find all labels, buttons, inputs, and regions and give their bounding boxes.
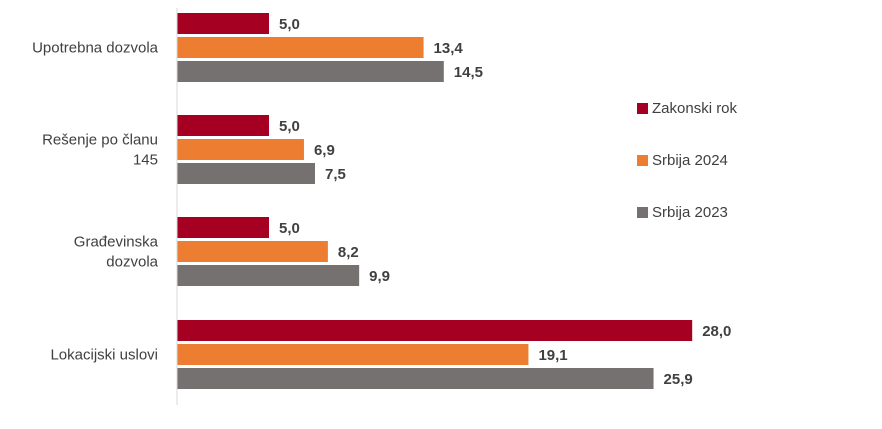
bar [177,368,654,389]
legend-swatch [637,155,648,166]
legend-label: Srbija 2024 [652,152,728,169]
category-label: 145 [133,152,158,169]
data-label: 19,1 [538,347,567,364]
bar [177,265,360,286]
bar [177,217,269,238]
legend-item: Zakonski rok [637,100,737,117]
category-label: Upotrebna dozvola [32,40,159,57]
bar [177,13,269,34]
legend-swatch [637,103,648,114]
bar [177,241,328,262]
bar [177,320,693,341]
data-label: 14,5 [454,64,483,81]
bar [177,139,304,160]
category-label: Lokacijski uslovi [50,347,158,364]
data-label: 6,9 [314,142,335,159]
data-label: 28,0 [702,323,731,340]
data-label: 5,0 [279,16,300,33]
bar [177,115,269,136]
category-label: dozvola [106,254,158,271]
data-label: 5,0 [279,118,300,135]
bar [177,344,529,365]
legend-item: Srbija 2024 [637,152,728,169]
bar [177,61,444,82]
data-label: 5,0 [279,220,300,237]
data-label: 8,2 [338,244,359,261]
legend-swatch [637,207,648,218]
category-label: Rešenje po članu [42,132,158,149]
data-label: 7,5 [325,166,346,183]
data-label: 13,4 [434,40,464,57]
data-label: 25,9 [664,371,693,388]
legend-label: Zakonski rok [652,100,738,117]
bar [177,163,315,184]
legend-item: Srbija 2023 [637,204,728,221]
legend-label: Srbija 2023 [652,204,728,221]
data-label: 9,9 [369,268,390,285]
category-label: Građevinska [74,234,159,251]
bar [177,37,424,58]
